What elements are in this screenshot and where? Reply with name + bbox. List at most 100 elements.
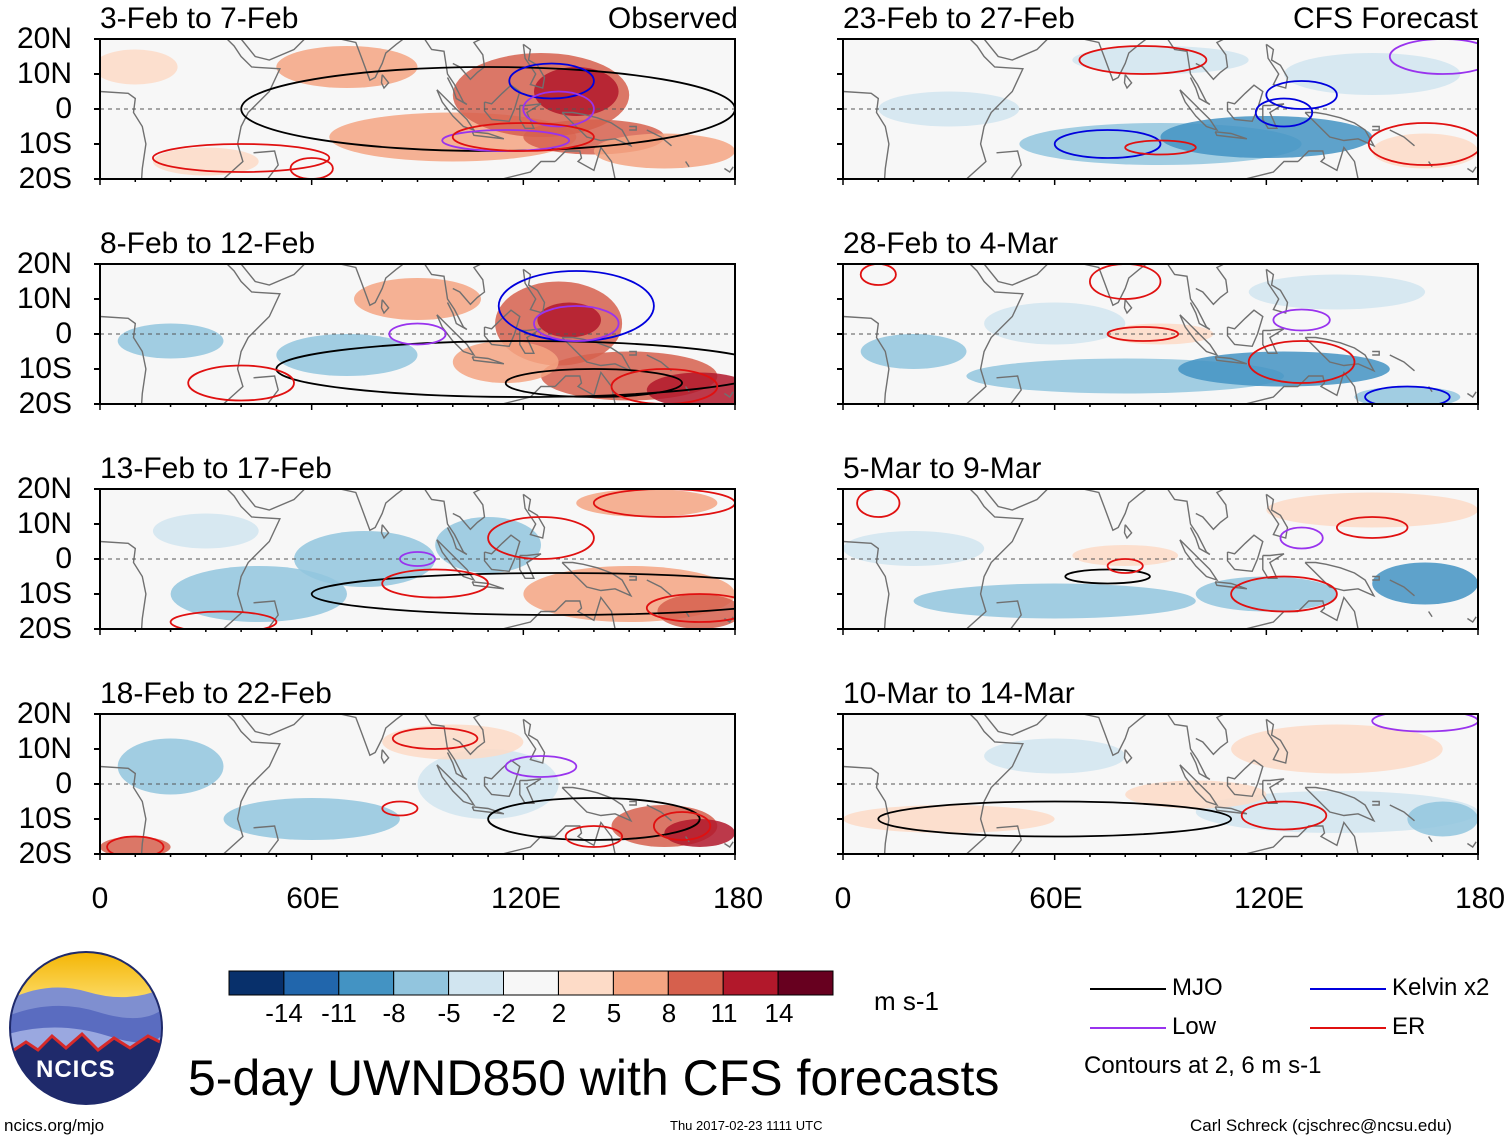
colorbar <box>228 970 834 996</box>
lat-label-10n: 10N <box>16 507 72 540</box>
coastline <box>1304 786 1376 823</box>
coastline <box>554 820 616 854</box>
legend-label-mjo: MJO <box>1172 974 1223 1001</box>
wave-contour <box>1106 558 1144 574</box>
coastline <box>212 489 281 629</box>
colorbar-label: 8 <box>661 998 677 1028</box>
colorbar-label: -14 <box>265 998 303 1028</box>
colorbar-label: 2 <box>551 998 567 1028</box>
coastline <box>1389 804 1415 822</box>
map-panel <box>837 263 1479 410</box>
coastline <box>970 264 1049 286</box>
website-link[interactable]: ncics.org/mjo <box>4 1116 105 1135</box>
forecast-tag: CFS Forecast <box>1292 2 1478 35</box>
wave-contour <box>1240 800 1328 831</box>
coastline <box>1467 841 1477 848</box>
wave-contour <box>1364 385 1451 404</box>
coastline <box>227 39 306 61</box>
coastline <box>483 309 521 348</box>
coastline <box>646 804 672 822</box>
wind-anomaly-shading <box>534 67 619 116</box>
wave-contour <box>106 835 165 854</box>
coastline <box>1372 350 1380 356</box>
coastline <box>629 800 637 806</box>
wave-contour <box>522 90 595 128</box>
lat-label-10n: 10N <box>16 57 72 90</box>
colorbar-swatch <box>338 970 395 996</box>
panel-period-title: 28-Feb to 4-Mar <box>843 227 1059 260</box>
wind-anomaly-shading <box>170 566 347 622</box>
coastline <box>970 714 1049 736</box>
coastline <box>522 493 546 539</box>
coastline <box>561 336 633 373</box>
wave-contour <box>1367 122 1478 166</box>
coastline <box>212 39 281 179</box>
map-panels <box>94 38 1479 860</box>
coastline <box>996 825 1022 854</box>
panel-period-title: 10-Mar to 14-Mar <box>843 677 1075 710</box>
coastline <box>996 600 1022 629</box>
wind-anomaly-shading <box>1072 46 1249 74</box>
wind-anomaly-shading <box>117 738 224 795</box>
coastline <box>1167 714 1211 781</box>
coastline <box>1262 553 1285 580</box>
coastline <box>436 539 476 582</box>
coastline <box>212 714 281 854</box>
coastline <box>1297 145 1359 179</box>
lon-label-120e: 120E <box>1233 882 1305 915</box>
coastline <box>471 806 505 815</box>
coastline <box>1389 129 1415 147</box>
wave-contour <box>381 568 489 599</box>
coastline <box>502 385 556 404</box>
coastline <box>996 375 1022 404</box>
coastline <box>424 489 468 556</box>
wave-contour <box>1078 45 1208 75</box>
coastline <box>1372 125 1380 131</box>
lon-label-60e: 60E <box>1029 882 1083 915</box>
coastline <box>554 370 616 404</box>
coastline <box>424 714 468 781</box>
coastline <box>1428 611 1433 618</box>
lon-label-180: 180 <box>712 882 764 915</box>
colorbar-label: 5 <box>606 998 622 1028</box>
coastline <box>996 150 1022 179</box>
wind-anomaly-shading <box>576 489 718 517</box>
coastline <box>452 489 486 531</box>
colorbar-swatch <box>283 970 340 996</box>
colorbar-label: 14 <box>764 998 794 1028</box>
wave-contour <box>856 489 901 518</box>
coastline <box>253 825 279 854</box>
coastline <box>561 561 633 598</box>
map-panel <box>94 488 736 635</box>
coastline <box>1123 524 1133 540</box>
coastline <box>522 718 546 764</box>
wave-contour <box>1254 97 1314 128</box>
wave-contour <box>1064 568 1151 585</box>
panel-period-title: 13-Feb to 17-Feb <box>100 452 332 485</box>
wave-contour <box>398 551 436 567</box>
wave-contour <box>1089 264 1162 300</box>
coastline <box>100 90 147 179</box>
coastline <box>227 714 306 736</box>
wave-contour <box>1265 80 1338 110</box>
ncics-logo <box>9 951 163 1105</box>
coastline <box>561 786 633 823</box>
wave-contour <box>275 340 735 398</box>
coastline <box>1195 714 1229 756</box>
lat-label-20s: 20S <box>18 612 72 645</box>
wind-anomaly-shading <box>223 798 400 840</box>
map-panel <box>837 713 1479 860</box>
coastline <box>1179 539 1219 582</box>
lat-label-10s: 10S <box>18 127 72 160</box>
coastline <box>1167 489 1211 556</box>
timestamp: Thu 2017-02-23 1111 UTC <box>670 1118 823 1133</box>
figure-title: 5-day UWND850 with CFS forecasts <box>188 1050 1000 1106</box>
coastline <box>1245 160 1299 179</box>
coastline <box>483 534 521 573</box>
coastline <box>1195 264 1229 306</box>
coastline <box>1467 616 1477 623</box>
coastline <box>1245 385 1299 404</box>
wave-contour <box>504 368 684 398</box>
coastline <box>561 111 633 148</box>
coastline <box>452 39 486 81</box>
